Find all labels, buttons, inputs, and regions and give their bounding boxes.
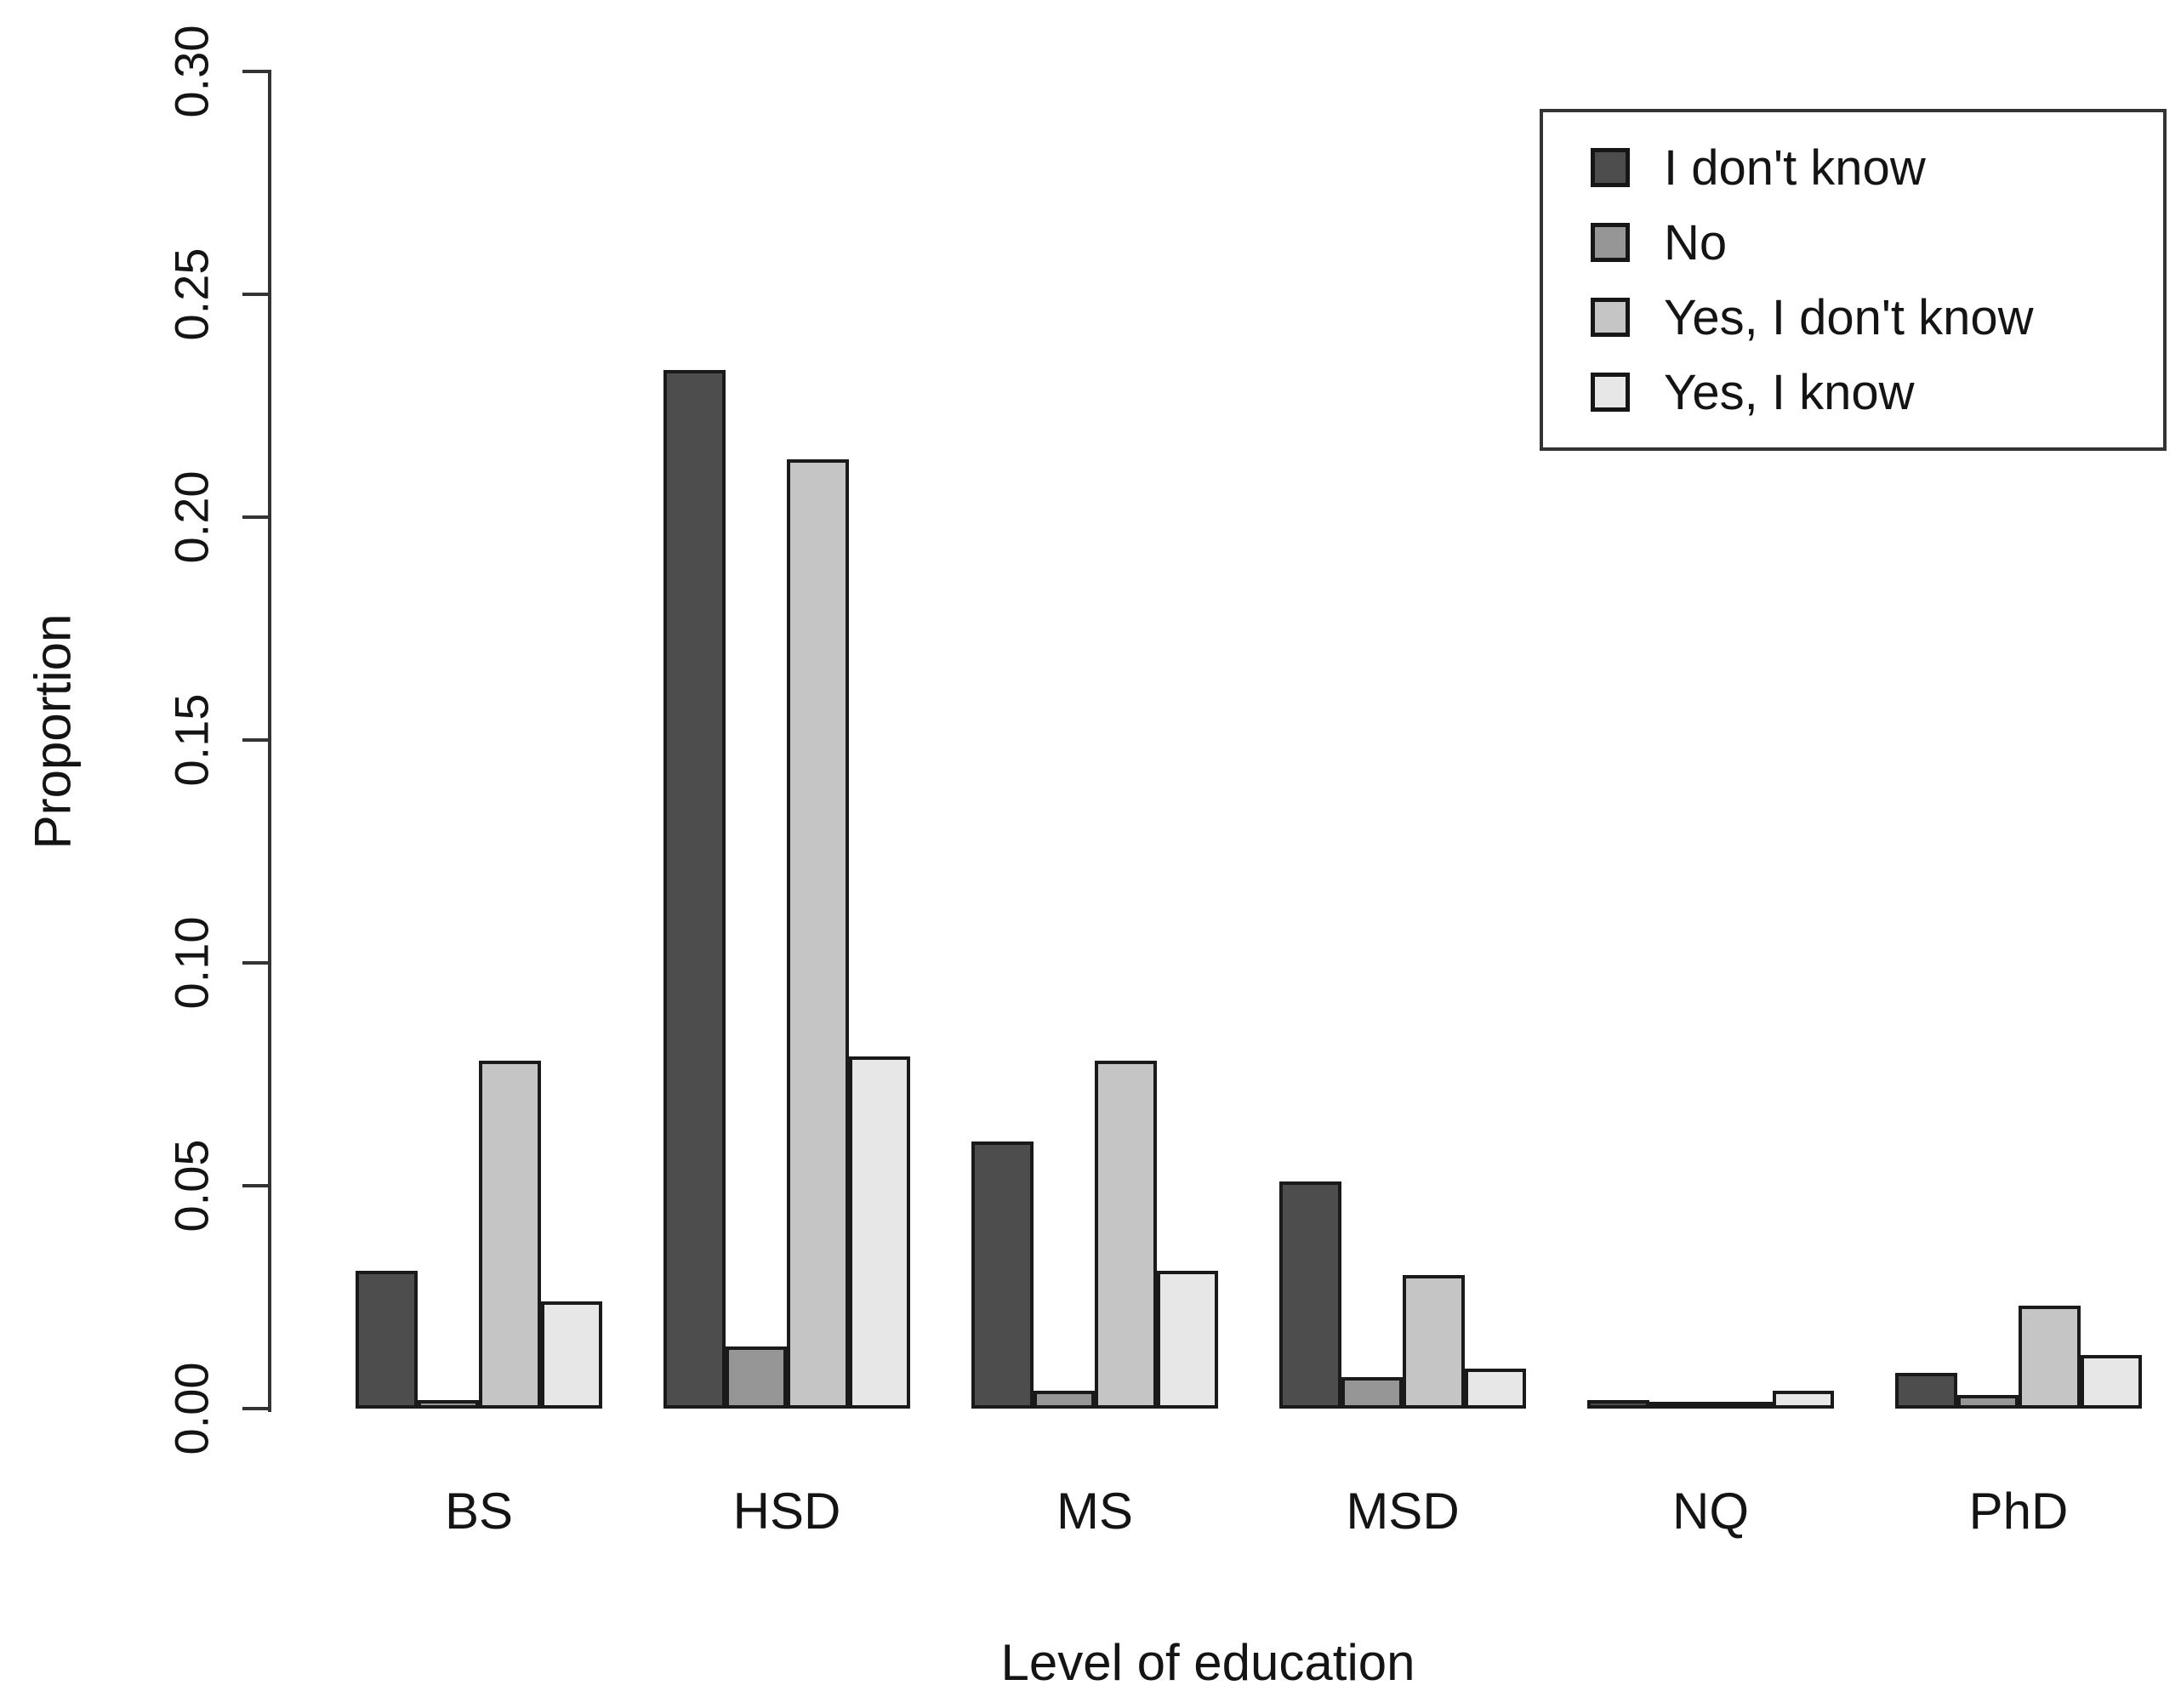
bar-group-msd	[1279, 71, 1526, 1409]
bar-hsd-no	[725, 1346, 787, 1409]
bar-bs-yes-i-know	[540, 1301, 602, 1409]
x-tick-label-ms: MS	[1056, 1483, 1133, 1540]
y-axis-line	[268, 70, 271, 1412]
x-tick-label-msd: MSD	[1346, 1483, 1460, 1540]
legend-item-yes-i-know: Yes, I know	[1591, 355, 2163, 430]
bar-hsd-yes-i-know	[848, 1056, 910, 1409]
bar-msd-yes-i-don-t-know	[1403, 1274, 1465, 1409]
legend-swatch-no	[1591, 223, 1630, 262]
y-tick-label: 0.30	[164, 25, 219, 118]
y-tick-label: 0.25	[164, 248, 219, 341]
y-tick-mark	[242, 293, 268, 296]
x-tick-label-bs: BS	[444, 1483, 514, 1540]
y-tick-label: 0.00	[164, 1362, 219, 1455]
bar-hsd-yes-i-don-t-know	[787, 458, 849, 1409]
y-tick-mark	[242, 961, 268, 965]
bar-ms-yes-i-don-t-know	[1095, 1061, 1157, 1409]
bar-group-bs	[356, 71, 602, 1409]
legend-item-no: No	[1591, 205, 2163, 280]
x-axis-title: Level of education	[1000, 1634, 1415, 1691]
legend-label: No	[1664, 214, 1728, 270]
bar-nq-yes-i-don-t-know	[1711, 1402, 1773, 1409]
x-tick-label-phd: PhD	[1968, 1483, 2069, 1540]
bar-phd-i-don-t-know	[1895, 1373, 1957, 1409]
bar-msd-yes-i-know	[1464, 1368, 1526, 1409]
bar-msd-i-don-t-know	[1279, 1181, 1341, 1409]
bar-nq-no	[1649, 1402, 1711, 1409]
bar-group-ms	[971, 71, 1218, 1409]
legend-swatch-yes-i-don-t-know	[1591, 298, 1630, 337]
bar-hsd-i-don-t-know	[663, 370, 726, 1409]
y-axis-title: Proportion	[24, 613, 82, 850]
legend-swatch-yes-i-know	[1591, 373, 1630, 412]
bar-group-nq	[1587, 71, 1834, 1409]
legend-item-i-don-t-know: I don't know	[1591, 130, 2163, 205]
bar-bs-yes-i-don-t-know	[479, 1061, 541, 1409]
bar-msd-no	[1341, 1377, 1403, 1409]
legend: I don't know No Yes, I don't know Yes, I kn…	[1540, 109, 2167, 451]
y-tick-label: 0.15	[164, 693, 219, 787]
bar-ms-i-don-t-know	[971, 1141, 1034, 1409]
bar-phd-yes-i-know	[2080, 1355, 2142, 1409]
bar-group-hsd	[663, 71, 910, 1409]
bar-phd-no	[1956, 1395, 2019, 1409]
bar-ms-yes-i-know	[1156, 1270, 1218, 1409]
bar-phd-yes-i-don-t-know	[2019, 1306, 2081, 1409]
legend-item-yes-i-don-t-know: Yes, I don't know	[1591, 280, 2163, 355]
y-tick-mark	[242, 515, 268, 519]
plot-area	[270, 71, 2164, 1409]
bar-group-phd	[1895, 71, 2142, 1409]
bar-nq-i-don-t-know	[1587, 1399, 1649, 1409]
legend-label: Yes, I know	[1664, 364, 1915, 420]
x-tick-labels: BS HSD MS MSD NQ PhD	[270, 1482, 2164, 1540]
bar-bs-i-don-t-know	[356, 1270, 418, 1409]
legend-label: I don't know	[1664, 139, 1926, 196]
x-tick-label-nq: NQ	[1672, 1483, 1749, 1540]
y-tick-label: 0.10	[164, 916, 219, 1010]
y-tick-mark	[242, 1407, 268, 1410]
y-tick-mark	[242, 1184, 268, 1187]
y-tick-label: 0.20	[164, 470, 219, 564]
bar-bs-no	[417, 1399, 479, 1409]
bar-ms-no	[1033, 1391, 1095, 1409]
y-tick-mark	[242, 70, 268, 73]
legend-swatch-i-don-t-know	[1591, 148, 1630, 187]
y-tick-label: 0.05	[164, 1139, 219, 1233]
legend-label: Yes, I don't know	[1664, 289, 2034, 345]
y-tick-mark	[242, 738, 268, 742]
bar-nq-yes-i-know	[1772, 1391, 1834, 1409]
x-tick-label-hsd: HSD	[732, 1483, 841, 1540]
